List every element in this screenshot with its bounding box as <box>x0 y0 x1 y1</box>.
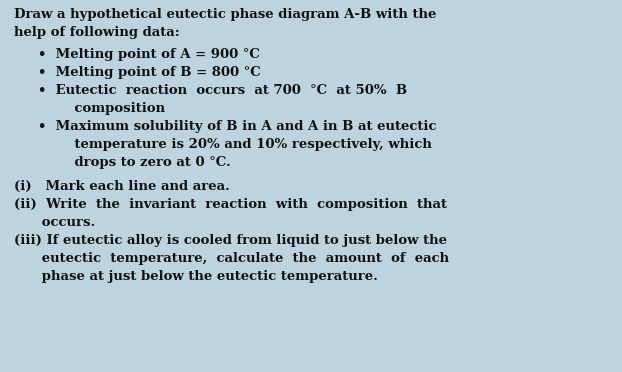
Text: phase at just below the eutectic temperature.: phase at just below the eutectic tempera… <box>14 270 378 283</box>
Text: •  Maximum solubility of B in A and A in B at eutectic: • Maximum solubility of B in A and A in … <box>38 120 437 133</box>
Text: (i)   Mark each line and area.: (i) Mark each line and area. <box>14 180 230 193</box>
Text: Draw a hypothetical eutectic phase diagram A-B with the: Draw a hypothetical eutectic phase diagr… <box>14 8 437 21</box>
Text: eutectic  temperature,  calculate  the  amount  of  each: eutectic temperature, calculate the amou… <box>14 252 449 265</box>
Text: help of following data:: help of following data: <box>14 26 180 39</box>
Text: temperature is 20% and 10% respectively, which: temperature is 20% and 10% respectively,… <box>56 138 432 151</box>
Text: (iii) If eutectic alloy is cooled from liquid to just below the: (iii) If eutectic alloy is cooled from l… <box>14 234 447 247</box>
Text: drops to zero at 0 °C.: drops to zero at 0 °C. <box>56 156 231 169</box>
Text: •  Melting point of B = 800 °C: • Melting point of B = 800 °C <box>38 66 261 79</box>
Text: occurs.: occurs. <box>14 216 95 229</box>
Text: •  Eutectic  reaction  occurs  at 700  °C  at 50%  B: • Eutectic reaction occurs at 700 °C at … <box>38 84 407 97</box>
Text: (ii)  Write  the  invariant  reaction  with  composition  that: (ii) Write the invariant reaction with c… <box>14 198 447 211</box>
Text: •  Melting point of A = 900 °C: • Melting point of A = 900 °C <box>38 48 260 61</box>
Text: composition: composition <box>56 102 165 115</box>
